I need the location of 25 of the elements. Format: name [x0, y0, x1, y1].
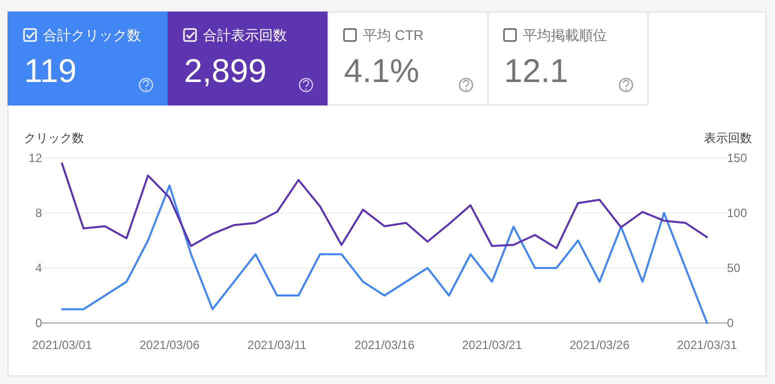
y-axis-title: クリック数: [24, 131, 84, 145]
y-tick-label: 8: [35, 206, 42, 220]
x-tick-label: 2021/03/16: [354, 338, 415, 352]
y2-tick-label: 150: [727, 151, 748, 165]
x-tick-label: 2021/03/01: [32, 338, 92, 352]
y2-axis-title: 表示回数: [704, 131, 752, 145]
text: 12.1: [504, 52, 568, 89]
y-tick-label: 4: [35, 261, 42, 275]
line-series: [61, 162, 708, 250]
category-label: 平均 CTR: [363, 27, 424, 43]
category-label: 合計クリック数: [43, 27, 141, 43]
category-label: 平均掲載順位: [523, 27, 607, 43]
x-tick-label: 2021/03/31: [676, 338, 738, 352]
text: 4.1%: [344, 52, 420, 89]
text: 2,899: [184, 52, 267, 89]
x-tick-label: 2021/03/26: [569, 338, 630, 352]
x-tick-label: 2021/03/06: [139, 338, 200, 352]
line-series: [61, 184, 708, 324]
x-tick-label: 2021/03/11: [247, 338, 307, 352]
x-tick-label: 2021/03/21: [462, 338, 522, 352]
y-tick-label: 12: [28, 151, 42, 165]
y2-tick-label: 50: [727, 261, 741, 275]
y2-tick-label: 100: [727, 206, 748, 220]
category-label: 合計表示回数: [203, 27, 287, 43]
text: 119: [24, 52, 77, 89]
